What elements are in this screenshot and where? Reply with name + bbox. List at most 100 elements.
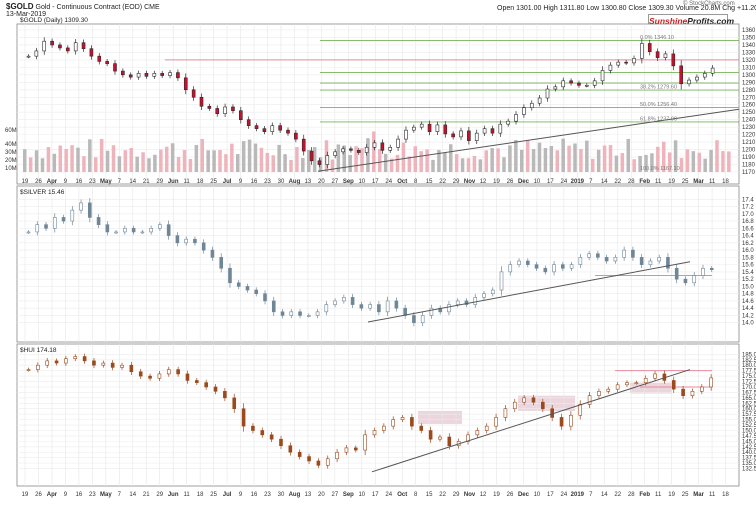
gold-candle-body [506,120,510,125]
volume-bar [348,154,352,172]
gold-candle-body [600,70,605,82]
volume-bar [372,131,376,172]
volume-bar [176,157,181,172]
gold-candle-body [671,53,676,67]
hui-candle-body [279,438,283,447]
gold-candle-body [294,132,298,140]
x-tick-label: Oct [397,492,407,498]
x-tick-label: Apr [47,492,58,498]
gold-candle-body [50,40,54,46]
hui-candle-body [447,436,452,447]
volume-bar [407,156,412,172]
x-tick-label: Jun [168,492,179,498]
volume-bar [460,158,465,172]
x-tick-label: 16 [251,492,258,498]
hui-candle-body [438,436,442,440]
silver-candle-body [490,289,495,294]
gold-candle-body [58,44,62,49]
gold-candle-body [270,125,275,132]
volume-bar [82,156,86,172]
silver-candle-body [508,264,513,273]
silver-candle-body [114,231,118,234]
silver-candle-body [464,300,469,305]
silver-candle-body [543,267,548,273]
x-tick-label: 11 [709,492,716,498]
x-tick-label: 22 [439,492,446,498]
silver-trendline [367,261,691,323]
gold-candle-body [349,148,353,151]
volume-bar [34,150,39,172]
x-tick-label: 25 [682,179,689,185]
y-tick-label: 14.8 [742,292,754,298]
symbol: $GOLD [6,2,34,11]
gold-candle-body [239,110,243,120]
silver-candle-body [280,311,285,316]
y-tick-label: 1290 [742,80,756,86]
x-tick-label: 21 [143,179,150,185]
x-tick-label: 27 [332,179,339,185]
volume-tick-label: 30M [5,150,17,156]
x-tick-label: 13 [305,179,312,185]
y-tick-label: 180.0 [742,363,756,369]
gold-candle-body [537,97,542,104]
x-tick-label: 30 [278,179,285,185]
gold-candle-body [128,74,133,78]
gold-candle-body [514,114,518,122]
volume-bar [117,156,122,172]
hui-candle-body [578,404,583,416]
volume-bar [123,150,128,172]
hui-candle-body [410,417,414,427]
hui-candle-body [36,364,40,370]
x-tick-label: 10 [358,492,365,498]
silver-candle-body [622,249,626,258]
y-tick-label: 1210 [742,140,756,146]
x-tick-label: 24 [385,179,392,185]
volume-bar [425,149,429,172]
silver-candle-body [578,257,583,265]
gold-candle-body [396,138,400,148]
y-tick-label: 15.2 [742,277,754,283]
silver-candle-body [52,217,57,229]
silver-candle-body [482,293,486,298]
x-tick-label: 30 [278,492,285,498]
hui-candle-body [316,460,321,466]
silver-candle-body [350,297,355,305]
fib-label: 50.0% 1256.40 [640,102,677,108]
gold-candle-body [136,73,141,78]
x-tick-label: 10 [534,492,541,498]
gold-candle-body [364,147,369,153]
volume-bar [449,144,453,172]
y-tick-label: 15.8 [742,255,754,261]
y-tick-label: 1360 [742,28,756,34]
volume-bar [667,152,672,172]
x-tick-label: 22 [439,179,446,185]
volume-bar [419,151,423,172]
y-tick-label: 14.0 [742,321,754,327]
silver-candle-body [254,289,259,294]
y-tick-label: 157.5 [742,412,756,418]
volume-bar [289,159,293,172]
gold-candle-body [168,72,172,76]
silver-candle-body [420,315,425,324]
hui-candle-body [587,395,592,405]
volume-bar [70,145,74,172]
silver-candle-body [359,304,364,309]
silver-candle-body [639,257,644,265]
y-tick-label: 14.4 [742,306,754,312]
volume-bar [360,148,364,172]
gold-candle-body [254,125,259,129]
y-tick-label: 175.0 [742,374,756,380]
gold-candle-body [26,55,31,58]
volume-bar [715,140,719,172]
x-tick-label: 8 [414,492,418,498]
silver-candle-body [534,264,539,269]
hui-candle-body [503,408,508,418]
gold-candle-body [459,130,463,138]
volume-bar [502,157,506,172]
volume-bar [508,145,512,172]
gold-trendline [317,108,740,172]
volume-bar [472,155,477,172]
gold-candle-body [309,150,314,162]
volume-bar [431,159,435,172]
silver-candle-body [385,300,390,313]
